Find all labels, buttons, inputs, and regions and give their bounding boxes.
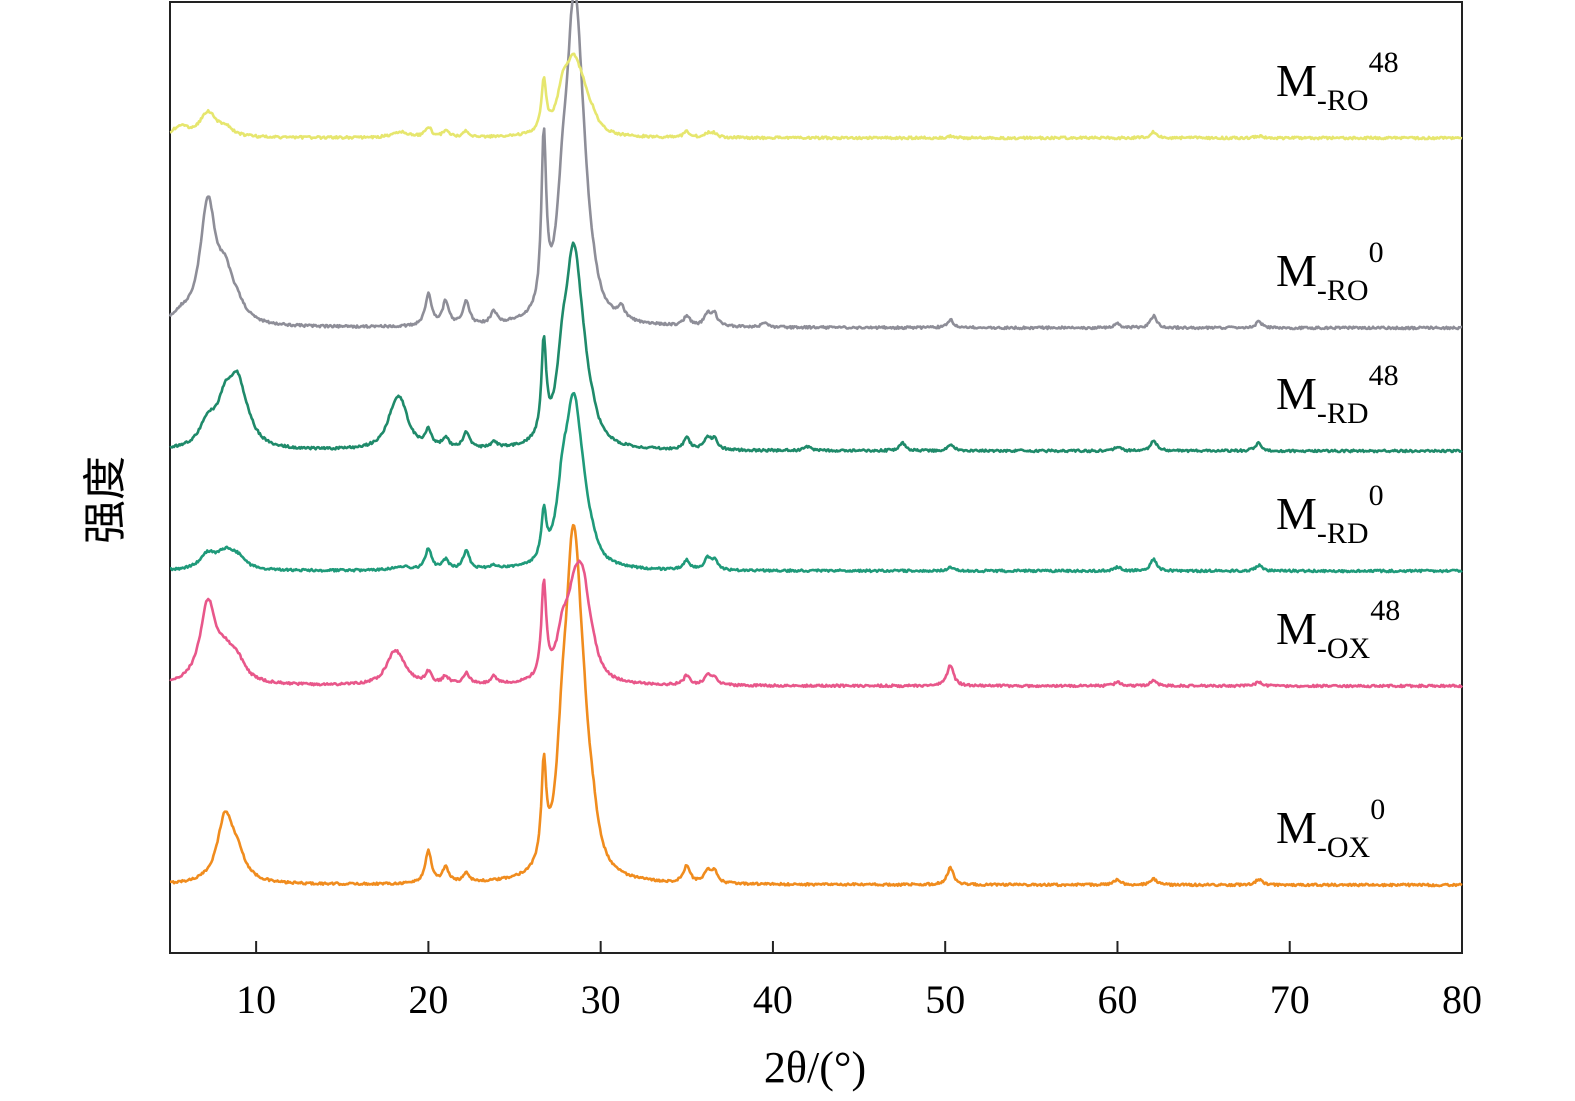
x-axis-title: 2θ/(°) — [764, 1043, 866, 1092]
series-line-m-ro0 — [168, 0, 1463, 331]
series-line-m-rd48 — [169, 241, 1463, 454]
x-tick-label: 40 — [753, 977, 793, 1022]
x-tick-label: 60 — [1097, 977, 1137, 1022]
x-tick-label: 30 — [581, 977, 621, 1022]
series-label: M-RD48 — [1276, 359, 1399, 430]
series-line-m-ox0 — [169, 523, 1463, 888]
x-tick-label: 20 — [408, 977, 448, 1022]
series-label: M-RO0 — [1276, 236, 1384, 307]
plot-frame — [169, 1, 1463, 954]
x-tick-label: 50 — [925, 977, 965, 1022]
series-line-m-rd0 — [169, 391, 1463, 574]
series-label: M-OX48 — [1276, 594, 1400, 665]
series-line-m-ro48 — [169, 52, 1463, 141]
x-tick-label: 80 — [1442, 977, 1482, 1022]
series-label: M-OX0 — [1276, 793, 1385, 864]
series-label: M-RD0 — [1276, 479, 1384, 550]
series-line-m-ox48 — [169, 559, 1464, 689]
x-tick-label: 10 — [236, 977, 276, 1022]
series-label: M-RO48 — [1276, 46, 1399, 117]
x-tick-label: 70 — [1270, 977, 1310, 1022]
y-axis-title: 强度 — [81, 456, 130, 544]
